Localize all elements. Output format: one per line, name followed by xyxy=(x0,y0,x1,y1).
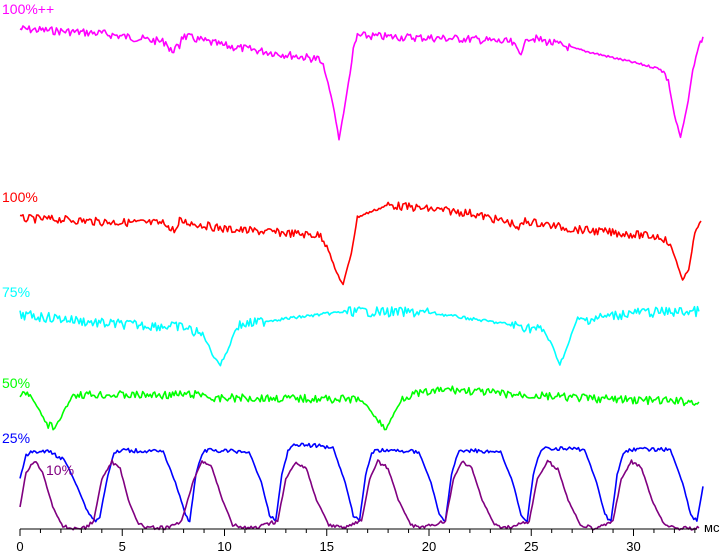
series-label-2: 100% xyxy=(2,189,38,205)
series-labels: 100%++ 100% 75% 50% 25% 10% xyxy=(2,1,74,478)
series-line-1 xyxy=(19,25,704,141)
x-tick-label: 5 xyxy=(119,539,126,554)
series-line-2 xyxy=(19,201,702,286)
x-axis-unit: мс xyxy=(704,520,720,535)
x-tick-label: 20 xyxy=(422,539,436,554)
series-line-5 xyxy=(19,442,704,523)
x-tick-label: 10 xyxy=(217,539,231,554)
x-tick-label: 15 xyxy=(320,539,334,554)
series-label-4: 50% xyxy=(2,375,30,391)
series-line-4 xyxy=(19,385,700,431)
series-label-1: 100%++ xyxy=(2,1,54,17)
x-tick-label: 0 xyxy=(16,539,23,554)
series-line-3 xyxy=(19,305,700,367)
x-ticks: 0 5 10 15 20 25 30 xyxy=(16,529,696,554)
x-tick-label: 30 xyxy=(626,539,640,554)
x-tick-label: 25 xyxy=(524,539,538,554)
series-label-5: 25% xyxy=(2,430,30,446)
x-axis: 0 5 10 15 20 25 30 мс xyxy=(16,520,720,554)
series-label-3: 75% xyxy=(2,284,30,300)
series-line-6 xyxy=(19,459,700,531)
traces xyxy=(19,25,704,531)
series-label-6: 10% xyxy=(46,462,74,478)
